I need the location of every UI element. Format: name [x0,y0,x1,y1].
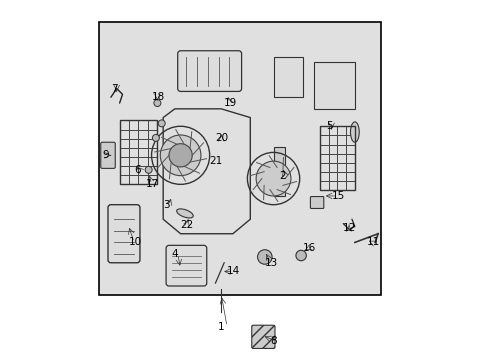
Circle shape [154,100,161,107]
Text: 16: 16 [302,243,315,253]
Text: 2: 2 [279,171,285,181]
Text: 13: 13 [264,258,278,268]
Bar [273,147,285,196]
Circle shape [158,120,165,127]
FancyBboxPatch shape [166,246,206,286]
Text: 22: 22 [180,220,193,230]
Text: 12: 12 [343,223,356,233]
FancyBboxPatch shape [251,325,274,348]
Circle shape [145,166,152,173]
Text: 17: 17 [145,179,159,189]
Circle shape [152,134,159,141]
FancyBboxPatch shape [177,51,241,91]
Text: 6: 6 [134,165,141,175]
Text: 8: 8 [270,336,277,346]
Text: 3: 3 [163,200,169,210]
Text: 20: 20 [215,133,228,143]
Circle shape [256,161,290,196]
Bar [273,57,302,97]
Text: 1: 1 [218,322,224,332]
Text: 7: 7 [111,84,117,94]
Bar [314,62,354,109]
Text: 5: 5 [325,121,332,131]
Text: 9: 9 [102,150,109,160]
FancyBboxPatch shape [108,205,140,263]
Circle shape [257,250,271,264]
Circle shape [160,135,201,176]
Text: 19: 19 [224,98,237,108]
Ellipse shape [176,209,193,218]
Text: 18: 18 [151,92,164,102]
FancyBboxPatch shape [101,142,115,168]
Circle shape [295,250,306,261]
Text: 14: 14 [226,266,240,276]
Bar [120,121,157,184]
Text: 15: 15 [331,191,344,201]
Text: 4: 4 [172,249,178,259]
Bar [99,22,380,295]
Bar [319,126,354,190]
Circle shape [169,144,192,167]
Text: 11: 11 [366,238,379,247]
Ellipse shape [350,122,359,142]
Text: 21: 21 [209,156,223,166]
FancyBboxPatch shape [310,197,323,208]
Text: 10: 10 [128,238,141,247]
